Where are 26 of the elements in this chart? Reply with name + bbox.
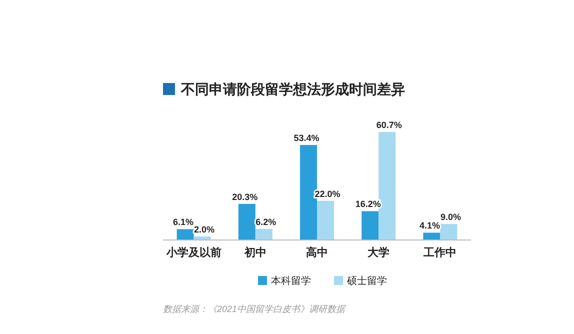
data-label: 16.2% <box>355 199 381 210</box>
data-label: 9.0% <box>440 212 461 222</box>
data-label: 2.0% <box>194 224 215 234</box>
bar <box>255 228 272 240</box>
data-label: 20.3% <box>232 192 258 202</box>
x-tick-label: 小学及以前 <box>165 246 222 259</box>
data-label: 4.1% <box>419 220 440 231</box>
bar <box>300 144 317 240</box>
bar <box>238 204 256 240</box>
x-tick-label: 大学 <box>368 246 390 259</box>
legend-label: 本科留学 <box>271 275 311 287</box>
legend-label: 硕士留学 <box>346 275 387 287</box>
source-note: 数据来源：《2021中国留学白皮书》调研数据 <box>163 304 346 314</box>
bar <box>317 200 334 240</box>
bar <box>423 232 440 240</box>
bar <box>176 229 194 240</box>
data-label: 60.7% <box>376 120 402 130</box>
data-label: 6.1% <box>173 217 194 228</box>
x-tick-label: 高中 <box>306 246 328 259</box>
bar <box>440 224 458 240</box>
bar <box>362 211 379 240</box>
chart-title: 不同申请阶段留学想法形成时间差异 <box>180 81 405 97</box>
x-tick-label: 初中 <box>243 246 266 259</box>
data-label: 53.4% <box>294 132 320 143</box>
x-tick-label: 工作中 <box>422 246 457 259</box>
data-label: 6.2% <box>256 216 276 227</box>
